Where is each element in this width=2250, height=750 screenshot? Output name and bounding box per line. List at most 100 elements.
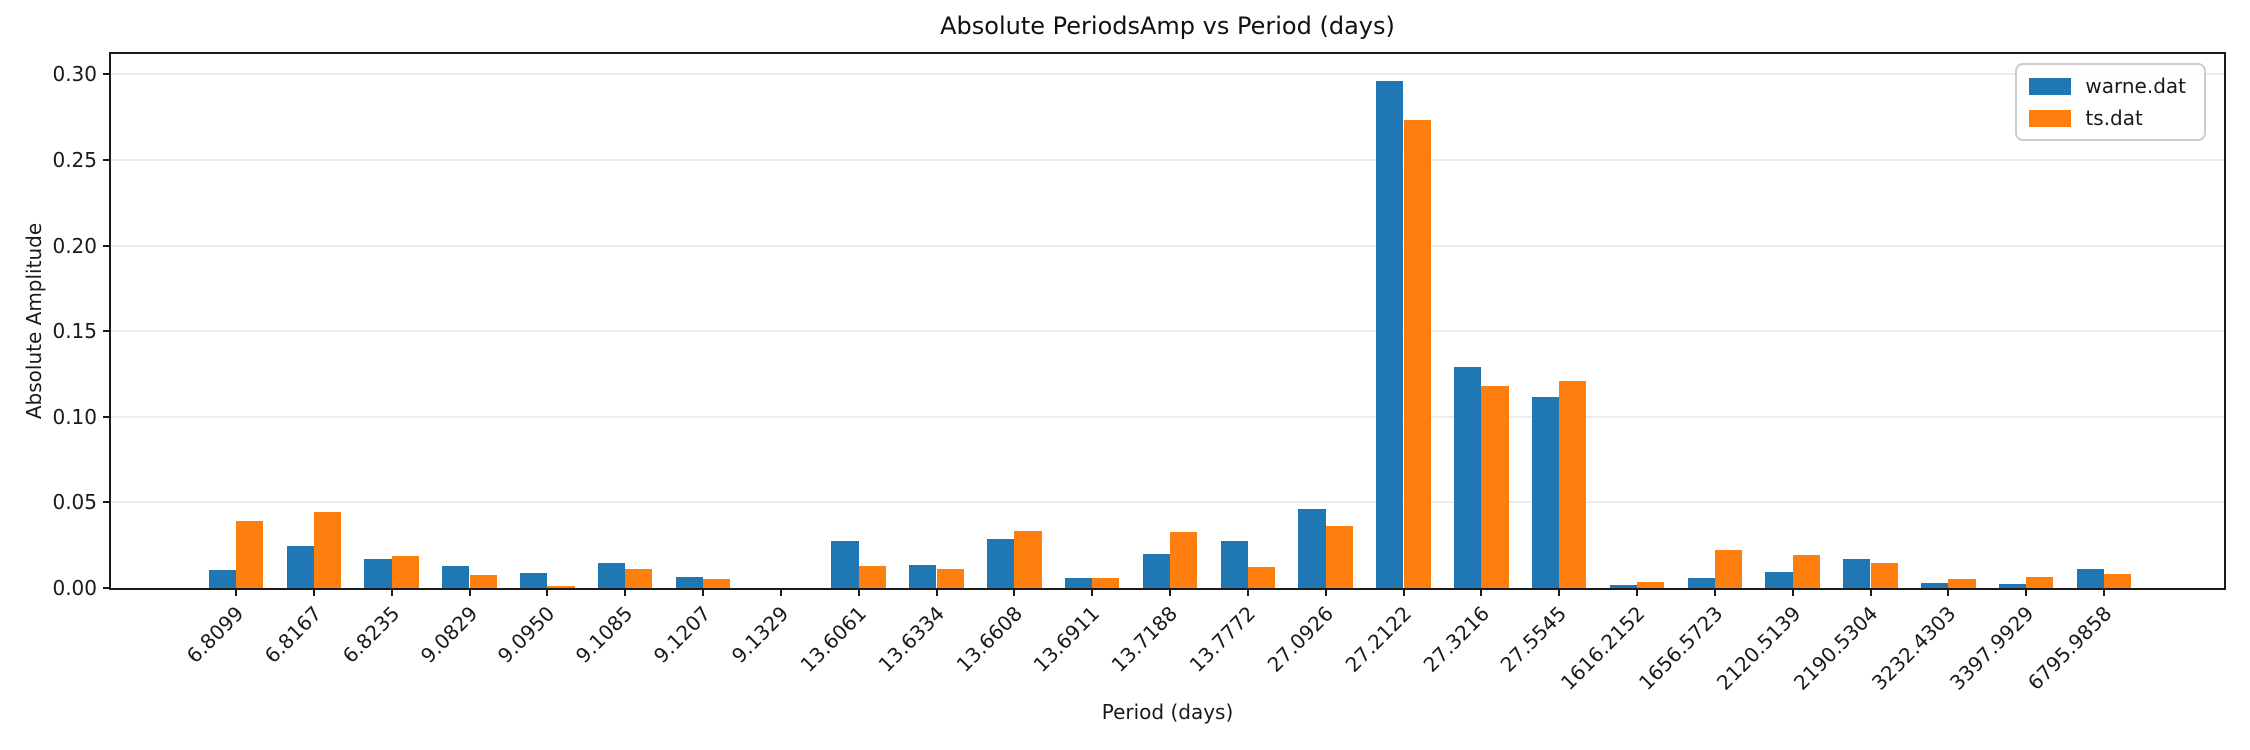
gridline bbox=[111, 159, 2224, 161]
x-tick-label: 13.6061 bbox=[795, 601, 871, 677]
bar bbox=[1998, 584, 2027, 588]
bar bbox=[391, 555, 419, 588]
x-tick-label: 9.1085 bbox=[570, 601, 638, 668]
y-tick-mark bbox=[103, 244, 111, 247]
x-tick-mark bbox=[1246, 588, 1249, 596]
y-tick-label: 0.15 bbox=[52, 319, 97, 344]
x-tick-mark bbox=[235, 588, 237, 596]
bar bbox=[1064, 578, 1093, 588]
bar bbox=[1014, 531, 1042, 588]
chart-title: Absolute PeriodsAmp vs Period (days) bbox=[940, 12, 1395, 40]
x-tick-mark bbox=[935, 588, 938, 596]
legend-item: ts.dat bbox=[2029, 106, 2186, 130]
legend-label-series-1: warne.dat bbox=[2085, 74, 2186, 98]
bar bbox=[703, 578, 731, 588]
bar bbox=[1687, 578, 1715, 588]
x-tick-mark bbox=[624, 588, 627, 596]
bar bbox=[1714, 549, 1743, 588]
y-tick-label: 0.20 bbox=[52, 233, 97, 258]
bar bbox=[364, 558, 392, 588]
bar bbox=[1792, 555, 1820, 588]
x-tick-mark bbox=[468, 588, 471, 596]
gridline bbox=[111, 415, 2224, 418]
bar bbox=[286, 545, 314, 588]
y-tick-mark bbox=[103, 73, 111, 76]
y-tick-label: 0.10 bbox=[52, 404, 97, 429]
x-tick-mark bbox=[1869, 588, 1872, 596]
legend-item: warne.dat bbox=[2029, 74, 2186, 98]
x-tick-label: 27.0926 bbox=[1262, 601, 1338, 677]
x-tick-mark bbox=[1480, 588, 1483, 596]
plot-area-border bbox=[109, 52, 2226, 590]
bar bbox=[442, 565, 470, 588]
x-tick-label: 3232.4303 bbox=[1867, 601, 1961, 695]
bar bbox=[597, 563, 626, 588]
legend-swatch-series-2 bbox=[2029, 109, 2072, 127]
bar bbox=[1609, 584, 1637, 588]
y-tick-label: 0.25 bbox=[52, 148, 97, 172]
bar bbox=[547, 585, 575, 588]
x-tick-label: 27.5545 bbox=[1495, 601, 1572, 677]
x-tick-label: 13.6911 bbox=[1028, 601, 1105, 677]
x-tick-label: 27.2122 bbox=[1340, 601, 1416, 677]
x-tick-label: 13.7188 bbox=[1106, 601, 1183, 677]
x-tick-label: 9.1329 bbox=[726, 601, 794, 668]
x-tick-mark bbox=[702, 588, 704, 596]
bar bbox=[909, 565, 937, 588]
bar bbox=[1220, 541, 1248, 588]
bar bbox=[936, 569, 964, 588]
x-tick-mark bbox=[1791, 588, 1794, 596]
legend-label-series-2: ts.dat bbox=[2085, 106, 2143, 130]
y-tick-mark bbox=[103, 330, 111, 333]
bar bbox=[1142, 553, 1170, 588]
bar bbox=[1298, 508, 1326, 588]
bar bbox=[1325, 525, 1353, 588]
x-tick-mark bbox=[2103, 588, 2105, 596]
bar bbox=[1948, 579, 1976, 588]
legend: warne.dat ts.dat bbox=[2015, 63, 2206, 141]
bar bbox=[1637, 582, 1665, 588]
x-tick-label: 3397.9929 bbox=[1944, 601, 2039, 695]
bar bbox=[1170, 531, 1198, 588]
y-tick-label: 0.00 bbox=[52, 576, 97, 600]
x-tick-mark bbox=[1402, 588, 1405, 596]
x-tick-label: 9.1207 bbox=[648, 601, 716, 668]
x-tick-label: 13.6608 bbox=[951, 601, 1027, 677]
bar bbox=[1531, 397, 1560, 588]
bar bbox=[1403, 119, 1431, 588]
bar bbox=[469, 575, 497, 588]
x-tick-label: 9.0950 bbox=[493, 601, 560, 668]
gridline bbox=[111, 244, 2224, 247]
x-tick-mark bbox=[1013, 588, 1016, 596]
x-tick-mark bbox=[546, 588, 549, 596]
y-tick-mark bbox=[103, 415, 111, 418]
x-tick-label: 6.8099 bbox=[181, 601, 249, 668]
y-tick-mark bbox=[103, 501, 111, 504]
bar bbox=[313, 511, 342, 588]
x-tick-mark bbox=[390, 588, 393, 596]
gridline bbox=[111, 501, 2224, 504]
x-tick-mark bbox=[1324, 588, 1327, 596]
x-tick-label: 13.6334 bbox=[873, 601, 949, 677]
x-tick-label: 1616.2152 bbox=[1555, 601, 1650, 695]
bar bbox=[1376, 80, 1404, 588]
bar bbox=[1454, 367, 1482, 588]
bar bbox=[236, 520, 264, 588]
bar bbox=[675, 577, 703, 588]
bar bbox=[625, 568, 653, 588]
gridline bbox=[111, 73, 2224, 76]
bar bbox=[2026, 576, 2054, 588]
x-tick-label: 9.0829 bbox=[415, 601, 482, 668]
x-tick-label: 6795.9858 bbox=[2022, 601, 2117, 695]
bar bbox=[1921, 583, 1949, 588]
x-tick-mark bbox=[1091, 588, 1094, 596]
x-tick-mark bbox=[1636, 588, 1638, 596]
y-tick-label: 0.05 bbox=[52, 490, 97, 515]
bar bbox=[1559, 380, 1587, 588]
x-tick-mark bbox=[857, 588, 860, 596]
bar bbox=[858, 566, 886, 588]
x-tick-label: 6.8235 bbox=[337, 601, 404, 668]
bar bbox=[2076, 568, 2104, 588]
bar bbox=[831, 541, 859, 588]
